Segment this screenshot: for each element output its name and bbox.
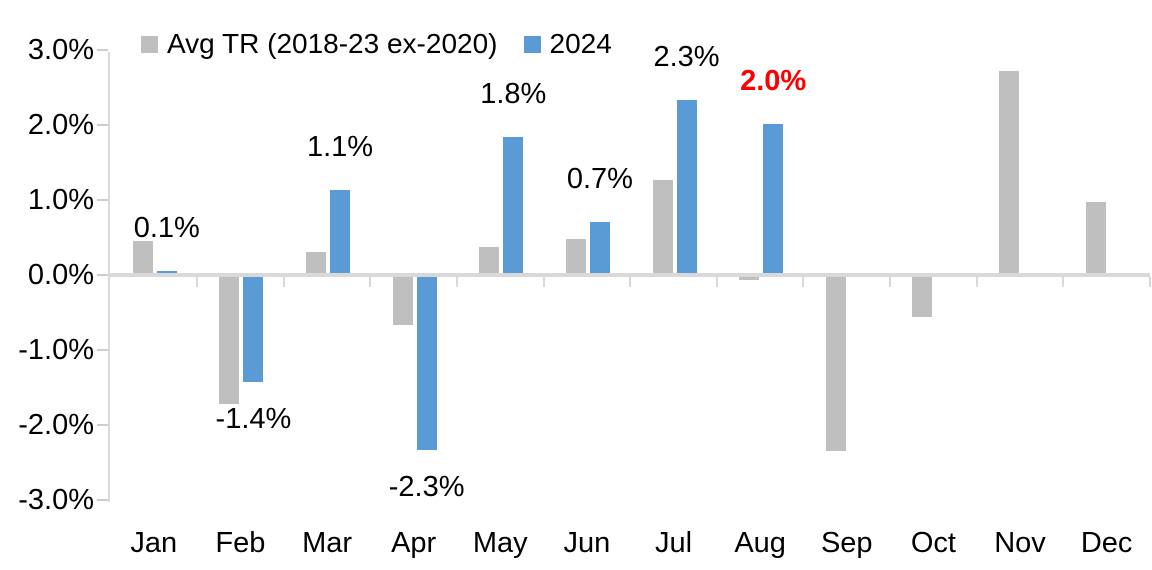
y-axis-tick (97, 49, 108, 51)
y-axis-label-0.0%: 0.0% (27, 259, 94, 291)
bar-avg-tr-aug (739, 275, 760, 281)
x-axis-zero-line (108, 273, 1150, 277)
month-label-oct: Oct (910, 527, 956, 559)
legend-swatch-avg-tr (141, 35, 158, 53)
legend-item-2024: 2024 (523, 28, 612, 60)
data-label-mar: 1.1% (306, 131, 374, 164)
month-label-feb: Feb (215, 527, 266, 559)
bar-2024-jul (676, 100, 697, 275)
data-label-jul: 2.3% (653, 41, 720, 74)
y-axis-label--3.0%: -3.0% (18, 484, 94, 516)
x-axis-tick (196, 277, 199, 287)
bar-avg-tr-oct (912, 275, 933, 317)
month-label-jul: Jul (654, 527, 693, 559)
bar-2024-mar (330, 190, 351, 275)
bar-2024-apr (416, 275, 437, 450)
legend-label-2024: 2024 (549, 28, 612, 59)
bar-avg-tr-mar (306, 251, 327, 275)
y-axis-label-2.0%: 2.0% (27, 109, 94, 141)
bar-avg-tr-jul (652, 179, 673, 275)
month-label-aug: Aug (734, 527, 786, 559)
x-axis-tick (802, 277, 805, 287)
bar-avg-tr-feb (219, 275, 240, 404)
y-axis-tick (97, 349, 108, 351)
y-axis-label-3.0%: 3.0% (27, 34, 94, 66)
month-label-sep: Sep (820, 527, 873, 559)
legend-label-avg-tr: Avg TR (2018-23 ex-2020) (167, 28, 498, 59)
data-label-feb: -1.4% (215, 403, 292, 436)
legend-item-avg-tr: Avg TR (2018-23 ex-2020) (141, 28, 498, 60)
x-axis-tick (975, 277, 978, 287)
y-axis-tick (97, 424, 108, 426)
legend-swatch-2024 (523, 35, 541, 53)
y-axis-label-1.0%: 1.0% (27, 184, 94, 216)
month-label-dec: Dec (1080, 527, 1133, 559)
y-axis-tick (97, 274, 108, 276)
bar-2024-jun (589, 221, 610, 275)
x-axis-tick (715, 277, 718, 287)
bar-2024-feb (243, 275, 264, 383)
legend: Avg TR (2018-23 ex-2020) 2024 (141, 28, 612, 60)
bar-2024-may (503, 137, 524, 275)
y-axis-tick (97, 199, 108, 201)
y-axis-label--2.0%: -2.0% (18, 409, 94, 441)
month-label-nov: Nov (994, 527, 1046, 559)
bar-2024-aug (763, 123, 784, 275)
month-label-may: May (472, 527, 528, 559)
x-axis-tick (889, 277, 892, 287)
month-label-jan: Jan (130, 527, 178, 559)
x-axis-tick (282, 277, 285, 287)
bar-avg-tr-apr (392, 275, 413, 325)
month-label-jun: Jun (563, 527, 611, 559)
bar-avg-tr-may (479, 246, 500, 275)
x-axis-tick (369, 277, 372, 287)
y-axis-tick (97, 499, 108, 501)
bar-avg-tr-dec (1085, 202, 1106, 275)
y-axis-line (108, 52, 110, 502)
data-label-apr: -2.3% (388, 470, 465, 503)
x-axis-tick (629, 277, 632, 287)
bar-2024-jan (156, 270, 177, 275)
x-axis-tick (1062, 277, 1065, 287)
data-label-jun: 0.7% (566, 162, 633, 195)
y-axis-label--1.0%: -1.0% (18, 334, 94, 366)
x-axis-tick (542, 277, 545, 287)
data-label-may: 1.8% (480, 78, 547, 110)
month-label-apr: Apr (391, 527, 437, 559)
bar-avg-tr-sep (825, 275, 846, 452)
x-axis-tick (455, 277, 458, 287)
data-label-jan: 0.1% (133, 211, 200, 244)
bar-avg-tr-nov (999, 71, 1019, 275)
x-axis-tick (1148, 277, 1151, 287)
y-axis-tick (97, 124, 108, 126)
bar-avg-tr-jan (132, 241, 153, 275)
month-label-mar: Mar (302, 527, 353, 559)
bar-avg-tr-jun (565, 239, 586, 275)
data-label-aug: 2.0% (740, 64, 807, 97)
